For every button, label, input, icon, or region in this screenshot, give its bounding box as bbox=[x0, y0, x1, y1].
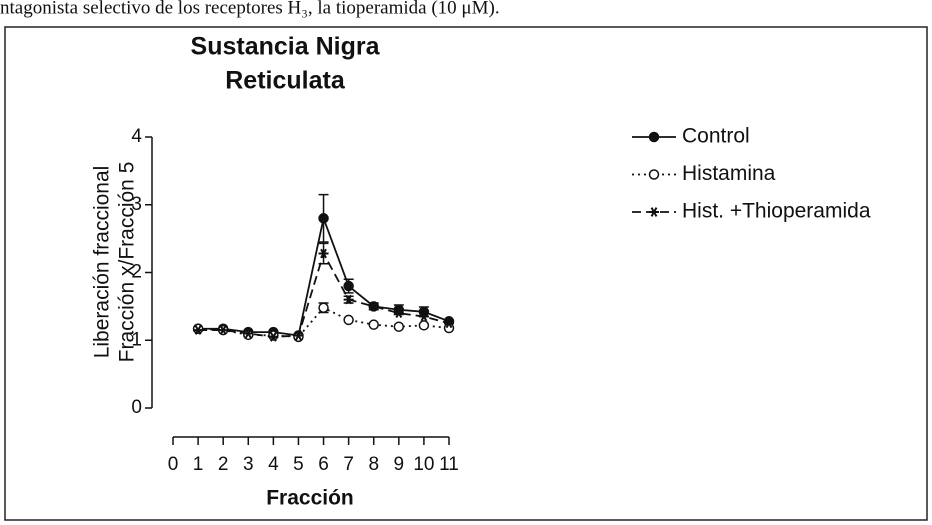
marker bbox=[368, 319, 379, 330]
marker bbox=[649, 207, 659, 217]
legend-label: Control bbox=[682, 125, 750, 148]
marker bbox=[343, 294, 354, 305]
caption: ntagonista selectivo de los receptores H… bbox=[0, 0, 500, 18]
x-tick-label: 1 bbox=[193, 454, 204, 475]
marker bbox=[648, 169, 660, 180]
x-tick-label: 5 bbox=[293, 454, 304, 475]
marker bbox=[418, 311, 429, 322]
marker bbox=[418, 320, 430, 331]
marker bbox=[218, 325, 229, 335]
marker bbox=[243, 328, 254, 339]
chart-title: Sustancia Nigra bbox=[191, 33, 381, 61]
marker bbox=[268, 332, 279, 342]
x-tick-label: 10 bbox=[413, 454, 434, 475]
x-tick-label: 6 bbox=[318, 454, 329, 475]
marker bbox=[648, 131, 660, 143]
y-tick-label: 4 bbox=[131, 126, 142, 147]
x-tick-label: 8 bbox=[368, 454, 379, 475]
marker bbox=[318, 302, 329, 313]
marker bbox=[444, 318, 454, 329]
marker bbox=[368, 301, 379, 312]
y-tick-label: 2 bbox=[131, 262, 142, 283]
marker bbox=[293, 330, 304, 341]
x-tick-label: 9 bbox=[394, 454, 405, 475]
x-tick-label: 11 bbox=[439, 454, 459, 475]
x-axis-label: Fracción bbox=[266, 487, 354, 510]
y-axis-label: Liberación fraccional bbox=[91, 166, 114, 359]
y-tick-label: 3 bbox=[131, 194, 142, 215]
series-line bbox=[198, 251, 450, 338]
x-tick-label: 7 bbox=[343, 454, 354, 475]
marker bbox=[318, 248, 329, 259]
x-tick-label: 2 bbox=[218, 454, 229, 475]
marker bbox=[393, 308, 404, 318]
marker bbox=[193, 325, 204, 335]
marker bbox=[343, 314, 354, 326]
marker bbox=[318, 213, 329, 224]
y-axis-label: Fracción x/Fracción 5 bbox=[116, 162, 139, 363]
marker bbox=[393, 321, 405, 332]
legend-label: Hist. +Thioperamida bbox=[682, 200, 871, 223]
x-tick-label: 3 bbox=[243, 454, 254, 475]
y-tick-label: 1 bbox=[131, 329, 142, 350]
marker bbox=[343, 280, 354, 292]
x-tick-label: 0 bbox=[168, 454, 179, 475]
frame bbox=[4, 26, 928, 521]
y-tick-label: 0 bbox=[131, 397, 142, 418]
legend-label: Histamina bbox=[682, 162, 776, 185]
x-tick-label: 4 bbox=[268, 454, 279, 475]
chart-title: Reticulata bbox=[225, 67, 346, 95]
